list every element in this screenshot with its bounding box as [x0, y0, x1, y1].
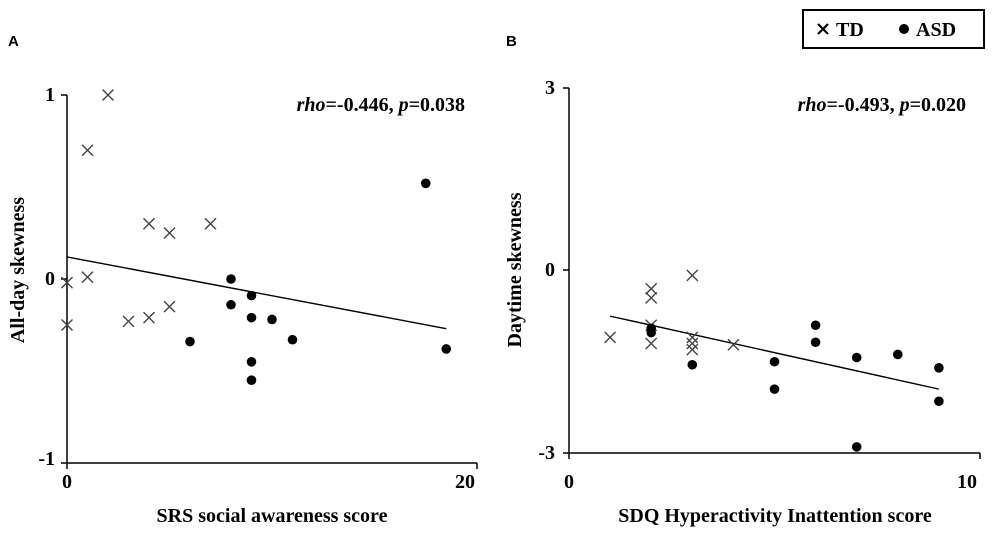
panel-b-td-point-0	[604, 331, 617, 344]
panel-a-asd-point-0	[185, 336, 195, 347]
panel-b-asd-point-11	[934, 396, 944, 407]
panel-a-asd-point-7	[267, 314, 277, 325]
panel-b-td-point-2	[645, 291, 658, 304]
panel-b-td-point-7	[686, 337, 699, 350]
panel-a-td-point-1	[61, 319, 73, 331]
panel-b-asd-point-9	[893, 349, 903, 360]
panel-b-td-point-9	[727, 338, 740, 351]
panel-b-td-point-4	[645, 337, 658, 350]
panel-a-asd-point-2	[226, 299, 236, 310]
panel-a-regression-line	[66, 256, 447, 330]
panel-a-td-point-10	[204, 217, 217, 230]
panel-b-rho-value: =-0.493,	[827, 94, 900, 116]
panel-b-asd-point-2	[687, 359, 698, 370]
panel-b-asd-point-6	[810, 337, 821, 348]
panel-a-x-axis-title: SRS social awareness score	[157, 505, 388, 527]
panel-b-y-axis-title: Daytime skewness	[504, 192, 526, 347]
panel-a-correlation-annotation: rho=-0.446, p=0.038	[297, 94, 465, 116]
panel-a-ytick-label: -1	[38, 448, 55, 470]
panel-b-td-point-8	[686, 343, 699, 356]
legend-td-marker	[817, 23, 829, 35]
panel-b-ytick-label: 0	[545, 259, 555, 281]
chart-panel-a: A 1 0 -1 0 20 SRS social awareness score…	[7, 33, 478, 527]
legend-box	[802, 9, 985, 49]
panel-b-plot: 3 0 -3 0 10 SDQ Hyperactivity Inattentio…	[504, 77, 981, 527]
panel-a-asd-point-10	[441, 344, 452, 354]
panel-a-rho-value: =-0.446,	[326, 94, 399, 116]
panel-b-asd-point-1	[646, 327, 656, 338]
panel-a-asd-point-6	[246, 375, 257, 386]
panel-a-td-point-8	[163, 227, 176, 239]
panel-b-rho-label: rho	[798, 94, 827, 116]
panel-a-asd-point-8	[287, 334, 298, 345]
panel-a-td-point-9	[163, 300, 176, 313]
panel-b-ytick-label: -3	[538, 442, 555, 464]
panel-a-td-point-3	[81, 271, 94, 284]
panel-b-td-point-1	[645, 282, 658, 295]
panel-b-p-label: p	[898, 94, 910, 116]
panel-b-asd-point-5	[810, 320, 821, 331]
panel-a-xtick-label: 20	[455, 471, 475, 493]
panel-a-asd-point-9	[420, 178, 431, 189]
panel-b-td-point-5	[686, 269, 699, 282]
panel-b-asd-point-8	[851, 442, 862, 452]
legend-asd-label: ASD	[916, 19, 956, 41]
panel-a-td-point-6	[143, 217, 155, 230]
panel-a-asd-point-4	[246, 312, 257, 323]
panel-b-letter: B	[506, 33, 517, 50]
panel-b-asd-point-3	[769, 356, 780, 367]
panel-a-plot: 1 0 -1 0 20 SRS social awareness score A…	[7, 84, 478, 527]
panel-b-correlation-annotation: rho=-0.493, p=0.020	[798, 94, 966, 116]
panel-a-td-point-4	[102, 89, 114, 101]
panel-b-xtick-label: 10	[957, 471, 977, 493]
panel-a-ytick-label: 0	[45, 268, 55, 290]
panel-b-asd-point-4	[769, 384, 780, 394]
panel-a-letter: A	[8, 33, 19, 50]
panel-b-x-axis-title: SDQ Hyperactivity Inattention score	[618, 505, 932, 527]
panel-b-asd-point-10	[934, 363, 944, 373]
panel-a-y-axis-title: All-day skewness	[7, 197, 29, 343]
panel-a-asd-point-5	[246, 357, 257, 367]
panel-b-xtick-label: 0	[564, 471, 574, 493]
panel-a-p-value: =0.038	[409, 94, 465, 116]
panel-a-asd-point-1	[226, 274, 236, 284]
panel-a-td-point-2	[81, 144, 94, 157]
legend: TD ASD	[802, 9, 985, 49]
panel-b-ytick-label: 3	[545, 77, 555, 99]
panel-a-xtick-label: 0	[62, 471, 72, 493]
panel-a-td-point-5	[122, 315, 135, 328]
panel-a-rho-label: rho	[297, 94, 326, 116]
legend-asd-marker	[899, 24, 909, 34]
panel-a-p-label: p	[397, 94, 409, 116]
panel-a-td-point-0	[61, 276, 73, 289]
panel-a-ytick-label: 1	[45, 84, 55, 106]
panel-b-p-value: =0.020	[910, 94, 966, 116]
panel-b-asd-point-7	[851, 352, 862, 363]
chart-panel-b: B 3 0 -3 0 10 SDQ Hyperactivity Inattent…	[504, 33, 981, 527]
panel-a-asd-point-3	[246, 290, 257, 301]
panel-b-regression-line	[609, 315, 940, 390]
panel-b-td-point-6	[686, 331, 699, 344]
panel-a-td-point-7	[143, 311, 155, 324]
legend-td-label: TD	[836, 19, 864, 41]
